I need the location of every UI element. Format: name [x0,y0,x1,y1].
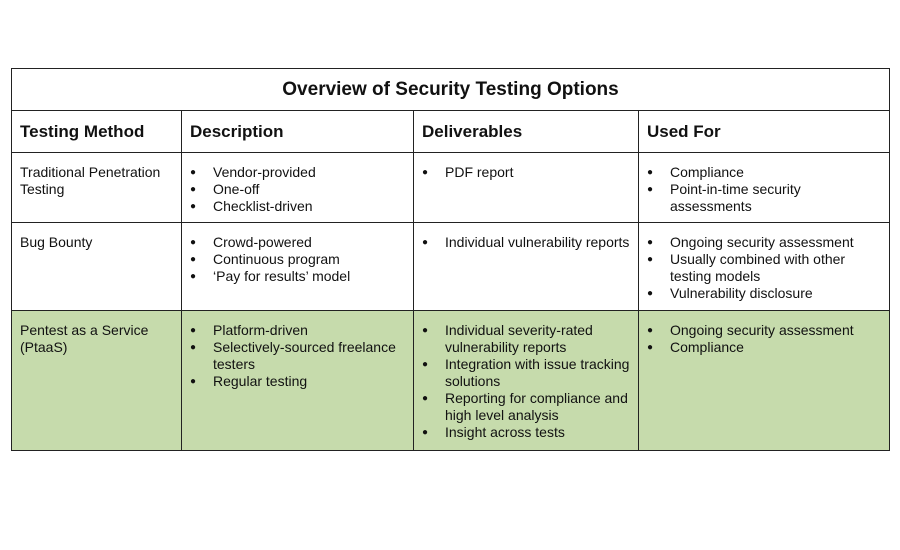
list-item: ‘Pay for results’ model [190,268,405,285]
bullet-list: Platform-drivenSelectively-sourced freel… [190,322,405,390]
list-item: Reporting for compliance and high level … [422,390,630,424]
list-item: Insight across tests [422,424,630,441]
description-cell: Vendor-providedOne-offChecklist-driven [181,152,414,223]
method-cell: Traditional Penetration Testing [11,152,182,223]
method-cell: Bug Bounty [11,222,182,311]
list-item: Selectively-sourced freelance testers [190,339,405,373]
list-item: Individual severity-rated vulnerability … [422,322,630,356]
bullet-list: Individual vulnerability reports [422,234,630,251]
description-cell: Crowd-poweredContinuous program‘Pay for … [181,222,414,311]
table-row: Bug BountyCrowd-poweredContinuous progra… [11,222,891,311]
header-testing-method: Testing Method [11,110,182,153]
list-item: Ongoing security assessment [647,322,881,339]
bullet-list: Individual severity-rated vulnerability … [422,322,630,441]
header-row: Testing Method Description Deliverables … [11,110,891,153]
deliverables-cell: Individual severity-rated vulnerability … [413,310,639,451]
deliverables-cell: Individual vulnerability reports [413,222,639,311]
table-row: Pentest as a Service (PtaaS)Platform-dri… [11,310,891,451]
description-cell: Platform-drivenSelectively-sourced freel… [181,310,414,451]
bullet-list: Ongoing security assessmentUsually combi… [647,234,881,302]
bullet-list: PDF report [422,164,630,181]
header-used-for: Used For [637,110,891,153]
list-item: Vendor-provided [190,164,405,181]
list-item: Compliance [647,339,881,356]
list-item: Ongoing security assessment [647,234,881,251]
table-title: Overview of Security Testing Options [10,68,891,111]
list-item: Regular testing [190,373,405,390]
list-item: Individual vulnerability reports [422,234,630,251]
list-item: Compliance [647,164,881,181]
bullet-list: Crowd-poweredContinuous program‘Pay for … [190,234,405,285]
security-testing-table: Overview of Security Testing Options Tes… [10,68,891,451]
bullet-list: Ongoing security assessmentCompliance [647,322,881,356]
used-for-cell: Ongoing security assessmentCompliance [637,310,891,451]
used-for-cell: Ongoing security assessmentUsually combi… [637,222,891,311]
method-cell: Pentest as a Service (PtaaS) [11,310,182,451]
list-item: Usually combined with other testing mode… [647,251,881,285]
deliverables-cell: PDF report [413,152,639,223]
list-item: Continuous program [190,251,405,268]
used-for-cell: CompliancePoint-in-time security assessm… [637,152,891,223]
header-description: Description [181,110,414,153]
header-deliverables: Deliverables [413,110,639,153]
list-item: Vulnerability disclosure [647,285,881,302]
bullet-list: CompliancePoint-in-time security assessm… [647,164,881,215]
table-row: Traditional Penetration TestingVendor-pr… [11,152,891,223]
list-item: Platform-driven [190,322,405,339]
list-item: PDF report [422,164,630,181]
list-item: Integration with issue tracking solution… [422,356,630,390]
list-item: One-off [190,181,405,198]
bullet-list: Vendor-providedOne-offChecklist-driven [190,164,405,215]
list-item: Crowd-powered [190,234,405,251]
list-item: Checklist-driven [190,198,405,215]
list-item: Point-in-time security assessments [647,181,881,215]
